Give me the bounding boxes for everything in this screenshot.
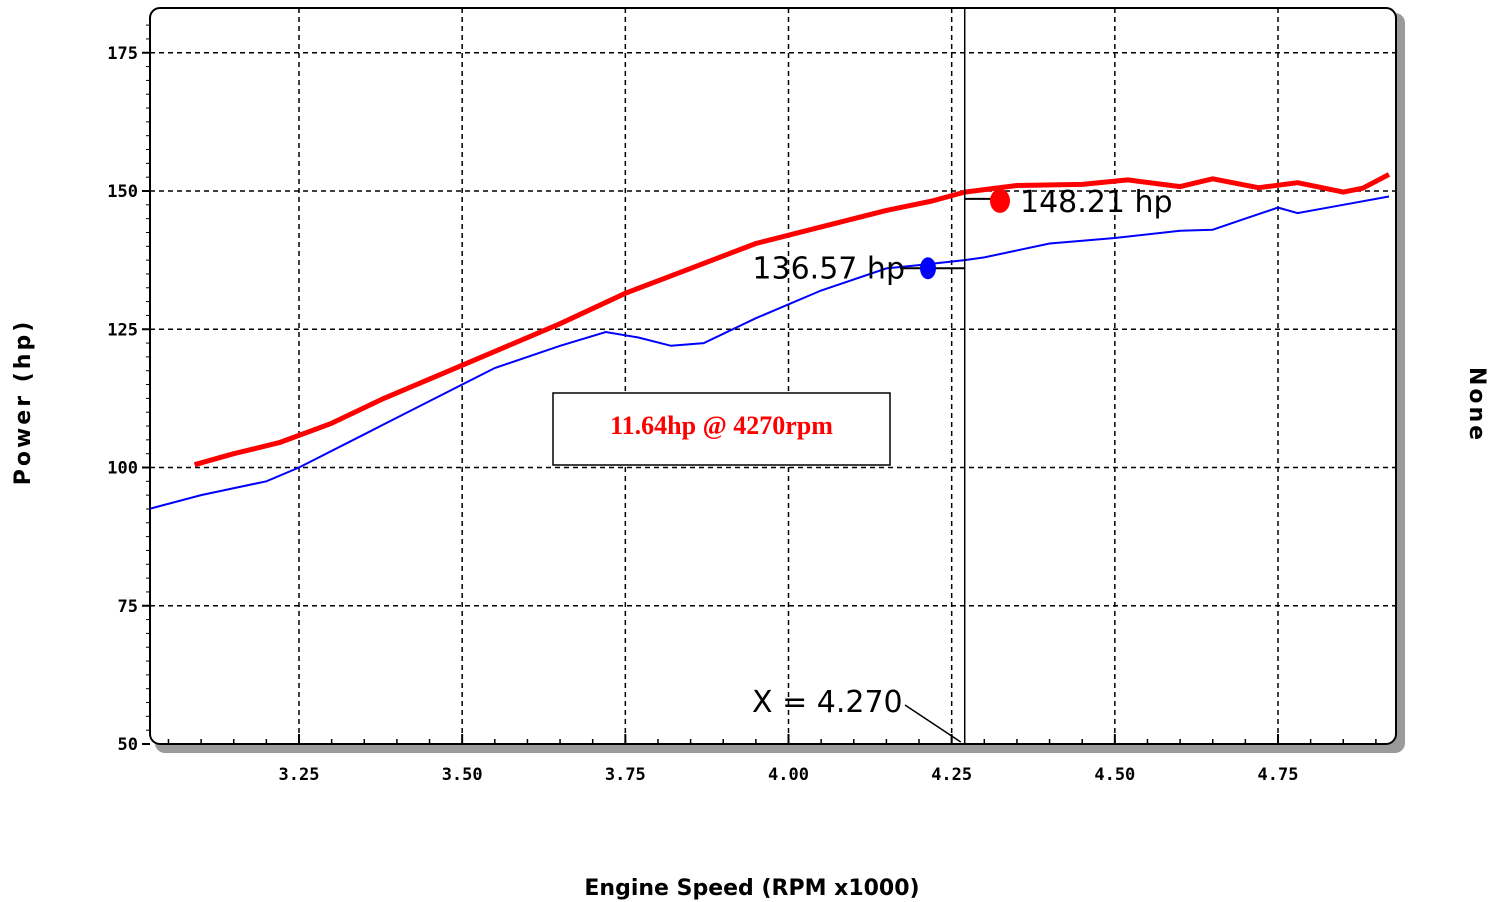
cursor-leader (904, 704, 962, 743)
blue-value-label: 136.57 hp (752, 251, 905, 286)
y-axis-ticks: 50 75 100 125 150 175 (107, 44, 150, 755)
y-tick-label: 125 (107, 320, 138, 340)
x-tick-label: 4.75 (1258, 765, 1299, 785)
red-value-marker (990, 188, 1010, 213)
x-tick-label: 4.00 (768, 765, 809, 785)
y-tick-label: 50 (118, 735, 138, 755)
annotation-text: 11.64hp @ 4270rpm (610, 411, 833, 440)
series-line-blue (150, 195, 1390, 510)
x-tick-label: 3.75 (605, 765, 646, 785)
minor-ticks (146, 24, 1377, 745)
x-tick-label: 4.50 (1094, 765, 1135, 785)
y-tick-label: 150 (107, 182, 138, 202)
blue-value-marker (920, 257, 936, 280)
y-tick-label: 75 (118, 597, 138, 617)
y-tick-label: 100 (107, 459, 138, 479)
right-axis-title: None (1464, 367, 1489, 443)
plot-area (149, 7, 1397, 745)
grid-lines (150, 8, 1396, 744)
x-tick-label: 4.25 (931, 765, 972, 785)
x-axis-ticks: 3.25 3.50 3.75 4.00 4.25 4.50 4.75 (279, 734, 1299, 785)
x-tick-label: 3.25 (279, 765, 320, 785)
cursor-x-label: X = 4.270 (752, 685, 903, 720)
series-line-red (193, 172, 1391, 468)
x-axis-title: Engine Speed (RPM x1000) (584, 876, 919, 901)
red-value-label: 148.21 hp (1020, 185, 1173, 220)
annotation-box (552, 392, 891, 466)
y-axis-title: Power (hp) (11, 319, 36, 486)
x-tick-label: 3.50 (442, 765, 483, 785)
y-tick-label: 175 (107, 44, 138, 64)
